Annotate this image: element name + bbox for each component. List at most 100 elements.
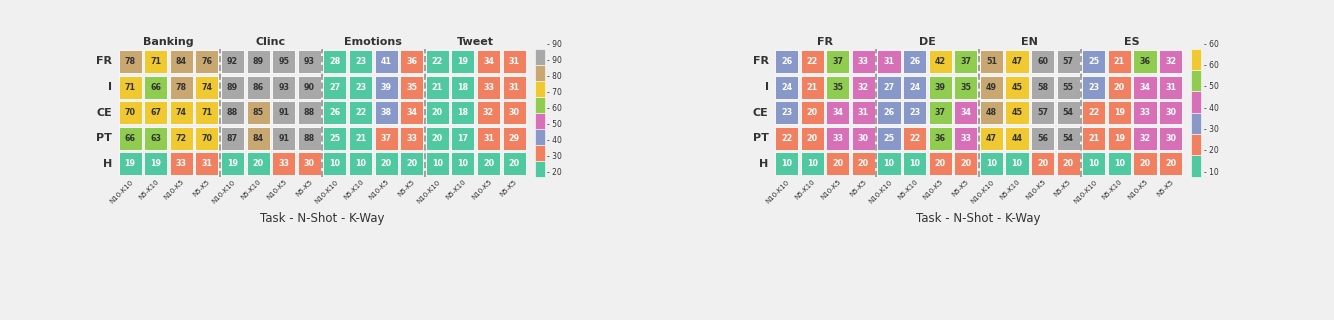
Text: 22: 22 bbox=[432, 57, 443, 66]
Bar bbox=[426, 127, 448, 150]
Bar bbox=[852, 127, 875, 150]
Text: 31: 31 bbox=[1165, 83, 1177, 92]
Bar bbox=[800, 152, 823, 175]
Bar bbox=[1159, 50, 1182, 73]
Bar bbox=[350, 127, 372, 150]
Text: 66: 66 bbox=[151, 83, 161, 92]
Bar bbox=[451, 76, 475, 99]
Bar bbox=[1082, 127, 1106, 150]
Text: N5-K10: N5-K10 bbox=[999, 179, 1022, 201]
Text: N10-K5: N10-K5 bbox=[819, 179, 842, 201]
Bar bbox=[800, 127, 823, 150]
Text: Clinc: Clinc bbox=[256, 37, 285, 47]
Bar bbox=[928, 127, 951, 150]
Text: 54: 54 bbox=[1063, 108, 1074, 117]
Bar bbox=[503, 50, 526, 73]
Text: 32: 32 bbox=[858, 83, 868, 92]
Bar bbox=[503, 127, 526, 150]
Bar bbox=[169, 127, 193, 150]
Bar bbox=[954, 101, 978, 124]
Bar bbox=[1006, 50, 1029, 73]
Bar bbox=[169, 152, 193, 175]
Text: 22: 22 bbox=[807, 57, 818, 66]
Bar bbox=[323, 101, 347, 124]
Text: 91: 91 bbox=[279, 108, 289, 117]
Text: 26: 26 bbox=[883, 108, 895, 117]
Text: 22: 22 bbox=[1089, 108, 1099, 117]
Text: 34: 34 bbox=[407, 108, 418, 117]
Text: 24: 24 bbox=[780, 83, 792, 92]
Text: - 80: - 80 bbox=[547, 72, 562, 81]
Text: N5-K5: N5-K5 bbox=[951, 179, 970, 198]
Text: 71: 71 bbox=[201, 108, 212, 117]
Text: 10: 10 bbox=[883, 159, 895, 168]
Text: 20: 20 bbox=[483, 159, 494, 168]
Bar bbox=[426, 152, 448, 175]
Bar bbox=[954, 127, 978, 150]
Text: 17: 17 bbox=[458, 134, 468, 143]
Bar bbox=[272, 127, 295, 150]
Bar bbox=[535, 129, 544, 145]
Bar bbox=[478, 50, 500, 73]
Bar bbox=[903, 127, 926, 150]
Text: 20: 20 bbox=[1037, 159, 1049, 168]
Text: 93: 93 bbox=[279, 83, 289, 92]
Bar bbox=[119, 50, 141, 73]
Bar bbox=[980, 101, 1003, 124]
Text: 19: 19 bbox=[151, 159, 161, 168]
Text: 44: 44 bbox=[1011, 134, 1022, 143]
Bar bbox=[503, 101, 526, 124]
Text: 71: 71 bbox=[124, 83, 136, 92]
Text: 47: 47 bbox=[986, 134, 996, 143]
Bar bbox=[400, 127, 423, 150]
Text: 25: 25 bbox=[329, 134, 340, 143]
Text: 26: 26 bbox=[329, 108, 340, 117]
Bar bbox=[852, 76, 875, 99]
Bar bbox=[426, 101, 448, 124]
Text: 31: 31 bbox=[508, 83, 520, 92]
Bar bbox=[1006, 101, 1029, 124]
Text: 33: 33 bbox=[832, 134, 843, 143]
Bar bbox=[878, 127, 900, 150]
Bar bbox=[852, 50, 875, 73]
Bar bbox=[323, 127, 347, 150]
Bar bbox=[400, 101, 423, 124]
Bar bbox=[297, 76, 321, 99]
Text: 20: 20 bbox=[832, 159, 843, 168]
Bar bbox=[247, 76, 269, 99]
Text: 63: 63 bbox=[151, 134, 161, 143]
Text: 10: 10 bbox=[432, 159, 443, 168]
Text: - 60: - 60 bbox=[547, 104, 563, 113]
Text: - 30: - 30 bbox=[1203, 125, 1219, 134]
Bar bbox=[775, 101, 798, 124]
Text: 88: 88 bbox=[227, 108, 239, 117]
Bar bbox=[1006, 127, 1029, 150]
Bar bbox=[247, 50, 269, 73]
Text: 25: 25 bbox=[1089, 57, 1099, 66]
Bar bbox=[535, 49, 544, 65]
Text: N10-K5: N10-K5 bbox=[1025, 179, 1047, 201]
Text: FR: FR bbox=[96, 56, 112, 67]
Text: 10: 10 bbox=[807, 159, 818, 168]
Text: FR: FR bbox=[752, 56, 768, 67]
Bar bbox=[426, 76, 448, 99]
Text: - 20: - 20 bbox=[1203, 146, 1219, 155]
Text: N10-K10: N10-K10 bbox=[416, 179, 442, 204]
Text: 88: 88 bbox=[304, 108, 315, 117]
Text: 32: 32 bbox=[483, 108, 494, 117]
Text: N5-K10: N5-K10 bbox=[1102, 179, 1123, 201]
Text: 20: 20 bbox=[508, 159, 520, 168]
Text: N5-K10: N5-K10 bbox=[137, 179, 160, 201]
Bar bbox=[350, 152, 372, 175]
Text: 20: 20 bbox=[935, 159, 946, 168]
Bar bbox=[478, 152, 500, 175]
Text: FR: FR bbox=[816, 37, 832, 47]
Text: 56: 56 bbox=[1037, 134, 1049, 143]
Text: 49: 49 bbox=[986, 83, 996, 92]
Bar bbox=[478, 127, 500, 150]
Text: H: H bbox=[103, 159, 112, 169]
Text: 37: 37 bbox=[935, 108, 946, 117]
Bar bbox=[221, 50, 244, 73]
Text: 35: 35 bbox=[960, 83, 971, 92]
Text: N10-K10: N10-K10 bbox=[867, 179, 894, 204]
